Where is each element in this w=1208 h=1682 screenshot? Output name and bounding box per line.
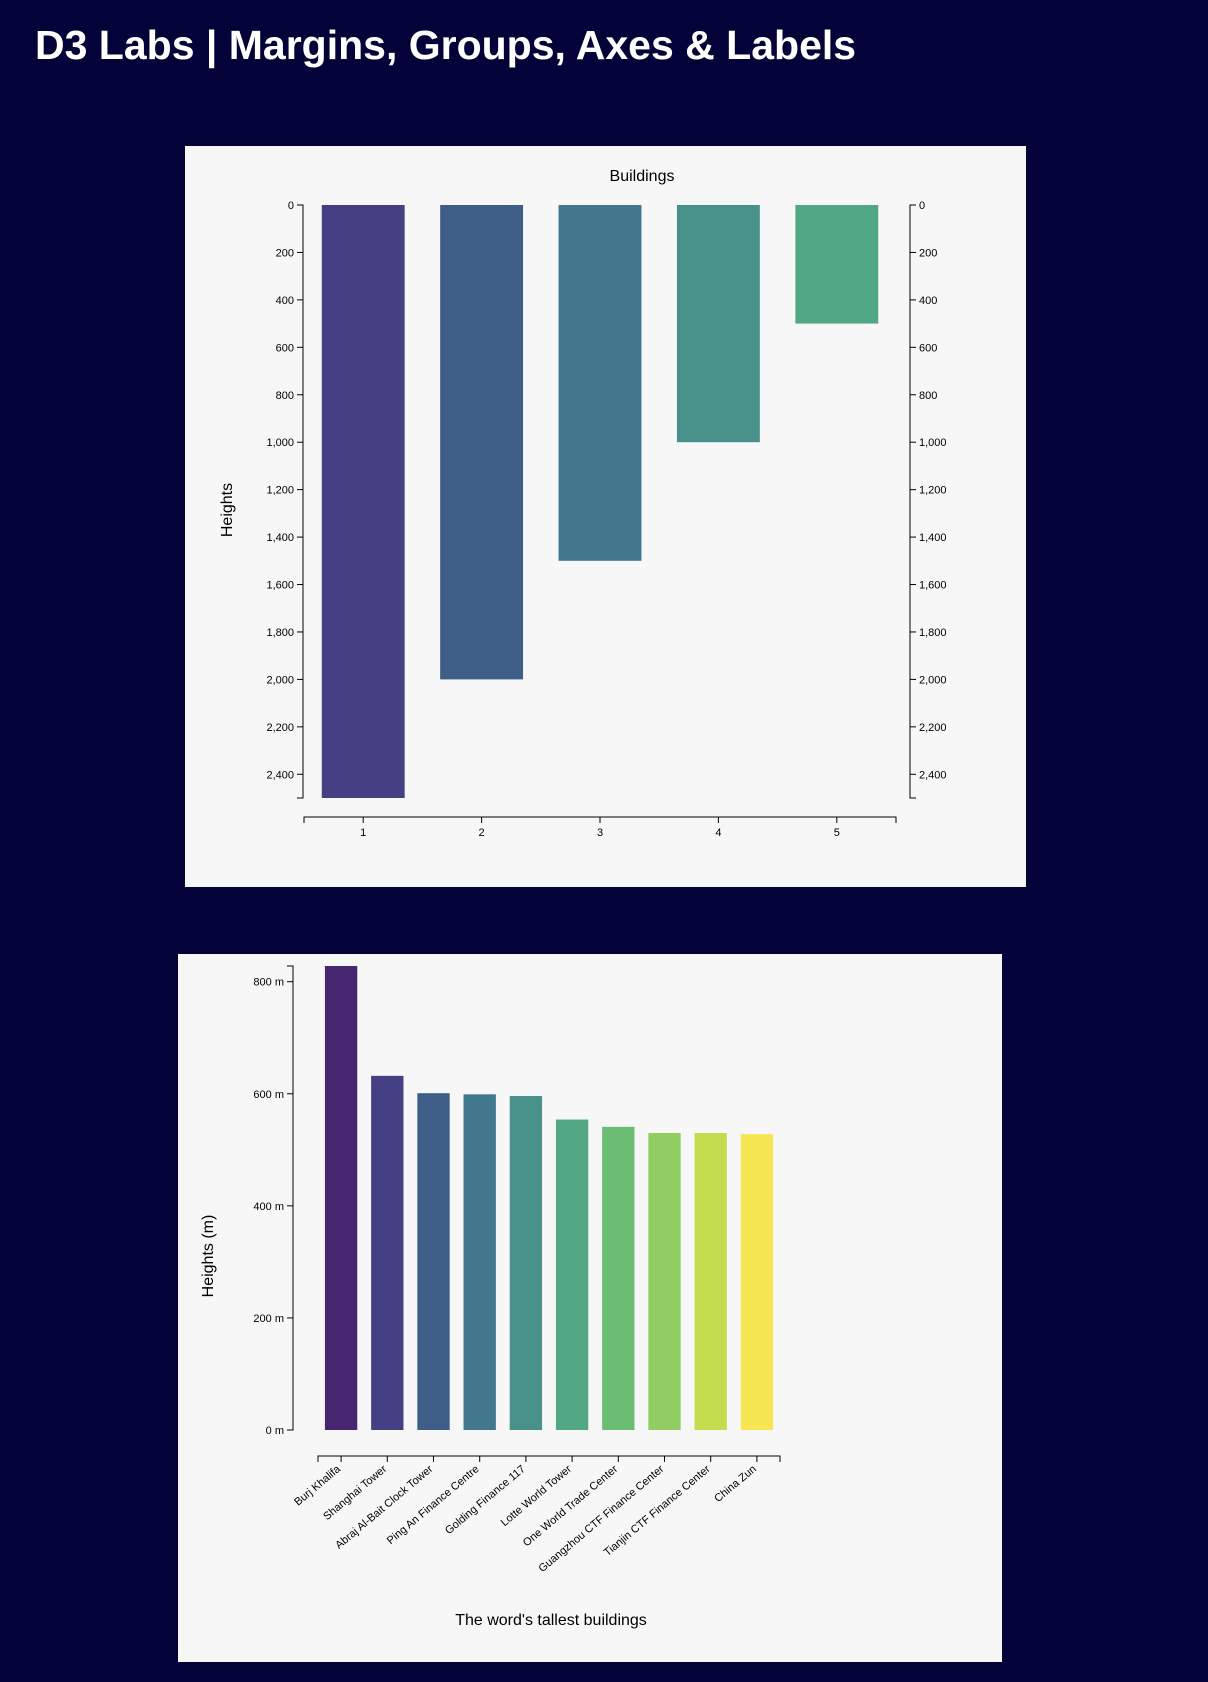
y-axis-right: 0 200 400 600 800 1,000 1,200 1,400 1,600 1,800 2,…	[909, 200, 947, 799]
y-axis-right-line	[909, 204, 916, 799]
bar-4	[676, 205, 760, 443]
y-tick-label-right: 1,800	[919, 627, 947, 639]
tallest-buildings-bar-chart: Heights (m) The word's tallest buildings…	[200, 965, 781, 1629]
x-tick-label: 4	[715, 827, 721, 839]
y-tick-label-left: 1,400	[266, 532, 294, 544]
y-tick-label: 600 m	[253, 1089, 284, 1101]
bars	[324, 966, 774, 1430]
y-tick-label: 200 m	[253, 1313, 284, 1325]
y-axis-left: 0 200 400 600 800 1,000 1,200 1,400 1,600 1,800 2,…	[266, 200, 304, 799]
y-tick-label-right: 400	[919, 295, 937, 307]
y-tick-label-right: 800	[919, 390, 937, 402]
y-tick-label-right: 0	[919, 200, 925, 212]
x-axis: 1 2 3 4 5	[303, 816, 897, 839]
x-tick-label: 3	[597, 827, 603, 839]
bar-golding-finance-117	[509, 1096, 543, 1430]
y-tick-label-left: 2,000	[266, 674, 294, 686]
y-tick-label-left: 0	[288, 200, 294, 212]
y-tick-label: 800 m	[253, 977, 284, 989]
y-tick-label-left: 600	[276, 342, 294, 354]
y-tick-label-left: 1,000	[266, 437, 294, 449]
y-tick-label-right: 2,400	[919, 769, 947, 781]
y-tick-label-left: 200	[276, 247, 294, 259]
x-tick-label: 5	[834, 827, 840, 839]
bar-shanghai-tower	[371, 1075, 404, 1430]
chart-panel-buildings: Buildings Heights 0 200 400 600 800 1,000 1,20…	[185, 146, 1026, 887]
bar-2	[440, 205, 524, 680]
y-tick-label-left: 400	[276, 295, 294, 307]
y-tick-label-left: 1,600	[266, 580, 294, 592]
x-axis-line	[317, 1455, 781, 1462]
bars	[321, 205, 879, 798]
x-tick-label: 2	[479, 827, 485, 839]
bar-1	[321, 205, 405, 798]
y-tick-label: 400 m	[253, 1201, 284, 1213]
y-tick-label-right: 200	[919, 247, 937, 259]
x-tick-label: Golding Finance 117	[443, 1463, 528, 1537]
y-tick-label-right: 1,600	[919, 580, 947, 592]
y-tick-label-right: 1,400	[919, 532, 947, 544]
y-axis: 0 m 200 m 400 m 600 m 800 m	[253, 965, 294, 1437]
y-axis-left-line	[297, 204, 304, 799]
x-axis-title: The word's tallest buildings	[455, 1612, 647, 1629]
y-tick-label-right: 600	[919, 342, 937, 354]
y-axis-line	[287, 965, 294, 1431]
y-axis-title: Heights (m)	[200, 1215, 217, 1298]
y-tick-label-right: 1,000	[919, 437, 947, 449]
page-title: D3 Labs | Margins, Groups, Axes & Labels	[35, 22, 857, 68]
y-tick-label-right: 2,200	[919, 722, 947, 734]
bar-china-zun	[740, 1134, 774, 1430]
bar-lotte-world-tower	[555, 1119, 589, 1430]
y-tick-label-left: 2,400	[266, 769, 294, 781]
buildings-bar-chart: Buildings Heights 0 200 400 600 800 1,000 1,20…	[219, 168, 947, 839]
y-tick-label-left: 2,200	[266, 722, 294, 734]
bar-guangzhou-ctf-finance-center	[648, 1132, 681, 1430]
x-tick-label: 1	[360, 827, 366, 839]
bar-5	[795, 205, 879, 324]
bar-burj-khalifa	[324, 966, 358, 1430]
y-tick-label-right: 2,000	[919, 674, 947, 686]
chart-title: Buildings	[610, 168, 675, 185]
bar-one-world-trade-center	[602, 1126, 635, 1430]
y-tick-label-left: 1,200	[266, 485, 294, 497]
bar-abraj-al-bait-clock-tower	[417, 1093, 450, 1430]
chart-panel-tallest: Heights (m) The word's tallest buildings…	[178, 954, 1002, 1662]
y-tick-label-left: 800	[276, 390, 294, 402]
x-tick-label: Ping An Finance Centre	[385, 1463, 482, 1547]
y-tick-label-left: 1,800	[266, 627, 294, 639]
x-tick-label: China Zun	[712, 1463, 759, 1505]
y-axis-title: Heights	[219, 483, 236, 537]
y-tick-label: 0 m	[266, 1425, 284, 1437]
bar-ping-an-finance-centre	[463, 1094, 496, 1430]
bar-3	[558, 205, 642, 561]
y-tick-label-right: 1,200	[919, 485, 947, 497]
bar-tianjin-ctf-finance-center	[694, 1132, 727, 1430]
